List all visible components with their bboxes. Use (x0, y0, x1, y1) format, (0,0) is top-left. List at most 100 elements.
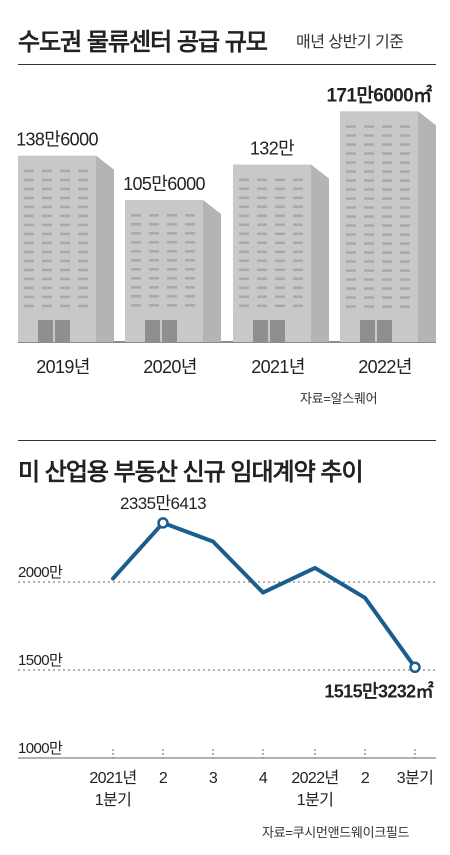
window-row (42, 268, 52, 272)
window-row (346, 197, 356, 200)
data-point-6 (409, 661, 421, 674)
door-left (253, 320, 268, 342)
window-row (167, 286, 177, 289)
window-row (364, 161, 374, 164)
window-row (382, 305, 392, 308)
window-row (364, 134, 374, 137)
window-row (293, 241, 303, 245)
window-row (131, 277, 141, 280)
window-row (239, 196, 249, 200)
window-row (293, 250, 303, 254)
building-bar-chart: 138만6000 2019년 105만6000 2020년 132만 2021년 171만6… (16, 83, 436, 377)
window-row (24, 250, 34, 254)
window-row (293, 277, 303, 281)
middle-divider (18, 440, 436, 441)
window-row (131, 295, 141, 298)
top-divider (18, 64, 436, 65)
window-row (167, 295, 177, 298)
window-row (364, 143, 374, 146)
window-row (293, 268, 303, 272)
window-row (400, 170, 410, 173)
window-row (131, 223, 141, 226)
window-row (257, 304, 267, 308)
window-row (275, 250, 285, 254)
window-row (364, 305, 374, 308)
window-row (364, 233, 374, 236)
window-row (275, 178, 285, 182)
window-row (42, 187, 52, 191)
window-row (149, 232, 159, 235)
window-row (346, 125, 356, 128)
door-right (162, 320, 177, 342)
window-row (78, 232, 88, 236)
window-row (382, 206, 392, 209)
x-tick-label-4: 2022년 1분기 (291, 769, 338, 809)
window-row (293, 214, 303, 218)
window-row (131, 259, 141, 262)
window-row (60, 268, 70, 272)
window-row (346, 215, 356, 218)
window-row (185, 304, 195, 307)
window-row (382, 260, 392, 263)
value-label-0: 138만6000 (16, 130, 98, 150)
window-row (24, 205, 34, 209)
building-bar-3 (340, 111, 436, 342)
window-row (275, 223, 285, 227)
window-row (24, 295, 34, 299)
window-row (60, 187, 70, 191)
annotation-0: 2335만6413 (120, 494, 206, 513)
window-row (60, 205, 70, 209)
window-row (364, 260, 374, 263)
window-row (346, 134, 356, 137)
window-row (346, 170, 356, 173)
window-row (257, 214, 267, 218)
x-tick-label-3: 4 (259, 770, 268, 787)
window-row (60, 241, 70, 245)
building-front (233, 164, 311, 342)
window-row (60, 232, 70, 236)
window-row (346, 269, 356, 272)
window-row (364, 242, 374, 245)
window-row (382, 251, 392, 254)
window-row (400, 188, 410, 191)
window-row (239, 286, 249, 290)
window-row (364, 125, 374, 128)
window-row (24, 187, 34, 191)
window-row (185, 259, 195, 262)
window-row (346, 188, 356, 191)
window-row (382, 143, 392, 146)
value-label-1: 105만6000 (123, 174, 205, 194)
window-row (346, 260, 356, 263)
window-row (400, 296, 410, 299)
window-row (346, 287, 356, 290)
building-side (203, 200, 221, 342)
window-row (131, 214, 141, 217)
window-row (42, 241, 52, 245)
window-row (346, 179, 356, 182)
window-row (131, 268, 141, 271)
chart1-subtitle: 매년 상반기 기준 (296, 34, 404, 51)
chart1-source: 자료=알스퀘어 (300, 391, 378, 406)
window-row (60, 223, 70, 227)
window-row (42, 205, 52, 209)
door-right (377, 320, 392, 342)
window-row (400, 278, 410, 281)
window-row (364, 179, 374, 182)
building-bar-2 (233, 164, 329, 342)
lease-line-chart: 2000만 1500만 1000만 2021년 1분기 2 3 4 2022년 1분기 2 3분기 23… (18, 494, 436, 809)
window-row (149, 259, 159, 262)
window-row (24, 259, 34, 263)
window-row (400, 233, 410, 236)
window-row (364, 278, 374, 281)
window-row (400, 161, 410, 164)
window-row (42, 286, 52, 290)
window-row (275, 241, 285, 245)
door-right (55, 320, 70, 342)
window-row (239, 268, 249, 272)
window-row (239, 178, 249, 182)
window-row (382, 125, 392, 128)
window-row (400, 260, 410, 263)
window-row (346, 305, 356, 308)
window-row (400, 197, 410, 200)
building-bar-0 (18, 155, 114, 342)
